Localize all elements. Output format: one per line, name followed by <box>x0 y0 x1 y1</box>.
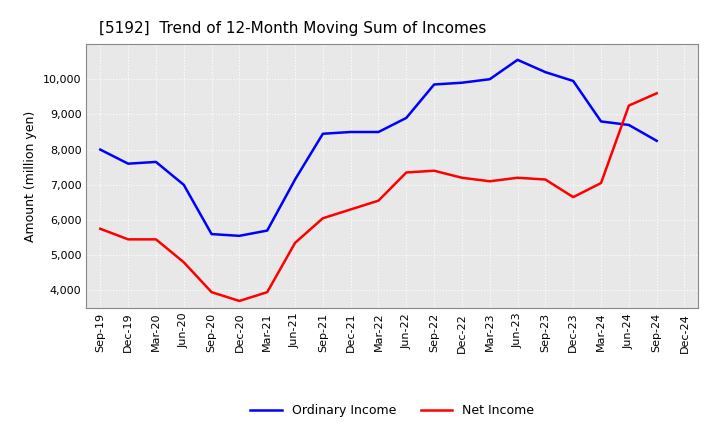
Net Income <box>624 103 633 108</box>
Net Income <box>569 194 577 200</box>
Ordinary Income <box>291 177 300 182</box>
Net Income <box>430 168 438 173</box>
Net Income <box>152 237 161 242</box>
Net Income <box>291 240 300 246</box>
Ordinary Income <box>179 182 188 187</box>
Net Income <box>263 290 271 295</box>
Ordinary Income <box>458 80 467 85</box>
Ordinary Income <box>152 159 161 165</box>
Net Income <box>207 290 216 295</box>
Ordinary Income <box>541 70 550 75</box>
Net Income <box>318 216 327 221</box>
Ordinary Income <box>124 161 132 166</box>
Text: [5192]  Trend of 12-Month Moving Sum of Incomes: [5192] Trend of 12-Month Moving Sum of I… <box>99 21 486 36</box>
Net Income <box>374 198 383 203</box>
Line: Ordinary Income: Ordinary Income <box>100 60 657 236</box>
Net Income <box>346 207 355 212</box>
Ordinary Income <box>346 129 355 135</box>
Ordinary Income <box>96 147 104 152</box>
Net Income <box>541 177 550 182</box>
Net Income <box>513 175 522 180</box>
Net Income <box>235 298 243 304</box>
Net Income <box>124 237 132 242</box>
Ordinary Income <box>402 115 410 121</box>
Net Income <box>402 170 410 175</box>
Ordinary Income <box>569 78 577 84</box>
Ordinary Income <box>513 57 522 62</box>
Ordinary Income <box>597 119 606 124</box>
Line: Net Income: Net Income <box>100 93 657 301</box>
Ordinary Income <box>485 77 494 82</box>
Ordinary Income <box>430 82 438 87</box>
Ordinary Income <box>374 129 383 135</box>
Net Income <box>179 260 188 265</box>
Net Income <box>652 91 661 96</box>
Ordinary Income <box>652 138 661 143</box>
Net Income <box>458 175 467 180</box>
Y-axis label: Amount (million yen): Amount (million yen) <box>24 110 37 242</box>
Ordinary Income <box>235 233 243 238</box>
Ordinary Income <box>207 231 216 237</box>
Net Income <box>597 180 606 186</box>
Net Income <box>96 226 104 231</box>
Ordinary Income <box>263 228 271 233</box>
Net Income <box>485 179 494 184</box>
Ordinary Income <box>318 131 327 136</box>
Legend: Ordinary Income, Net Income: Ordinary Income, Net Income <box>246 399 539 422</box>
Ordinary Income <box>624 122 633 128</box>
